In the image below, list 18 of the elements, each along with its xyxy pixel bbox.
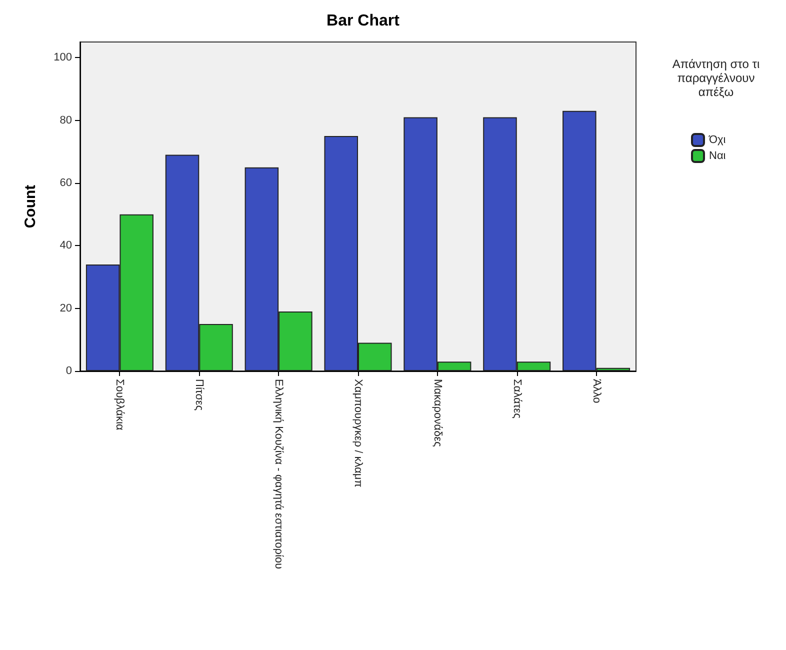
x-tick-label: Σουβλάκια: [114, 379, 126, 431]
legend-title: Απάντηση στο τι παραγγέλνουν απέξω: [672, 57, 760, 99]
chart-title: Bar Chart: [326, 12, 400, 30]
y-tick-label: 0: [66, 365, 72, 377]
y-tick-label: 60: [60, 177, 72, 189]
y-tick-label: 40: [60, 240, 72, 252]
x-tick-label: Πίτσες: [193, 379, 206, 411]
y-tick-label: 80: [60, 114, 72, 126]
x-tick-label: Χαμπουργκερ / κλαμπ: [352, 379, 364, 488]
legend-label: Όχι: [708, 134, 726, 146]
y-tick-label: 100: [54, 52, 72, 64]
legend-label: Ναι: [709, 150, 726, 162]
y-tick-label: 20: [60, 302, 72, 314]
x-tick-label: Άλλο: [590, 379, 602, 404]
x-tick-label: Μακαρονάδες: [431, 379, 444, 447]
x-tick-label: Ελληνική Κουζίνα - φαγητά εστιατορίου: [272, 379, 285, 570]
y-axis-title: Count: [22, 184, 39, 228]
x-tick-label: Σαλάτες: [510, 379, 523, 418]
